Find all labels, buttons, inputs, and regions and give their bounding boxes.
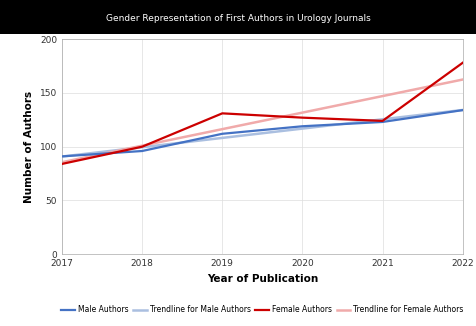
Text: Gender Representation of First Authors in Urology Journals: Gender Representation of First Authors i… (106, 14, 370, 23)
X-axis label: Year of Publication: Year of Publication (206, 274, 317, 284)
Y-axis label: Number of Authors: Number of Authors (24, 91, 34, 203)
Legend: Male Authors, Trendline for Male Authors, Female Authors, Trendline for Female A: Male Authors, Trendline for Male Authors… (61, 305, 463, 315)
